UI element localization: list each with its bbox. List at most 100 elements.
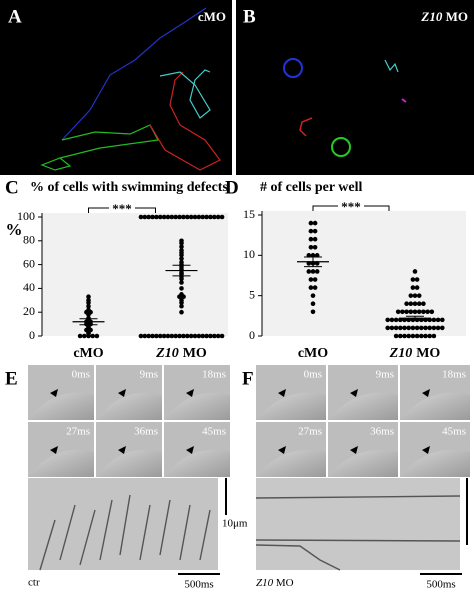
suffix: MO bbox=[446, 9, 468, 24]
arrowhead bbox=[186, 446, 194, 454]
data-dot bbox=[312, 277, 318, 282]
data-dot bbox=[188, 333, 194, 339]
data-dot bbox=[86, 303, 91, 309]
y-tick-label: 40 bbox=[23, 280, 35, 294]
data-dot bbox=[184, 214, 190, 220]
data-dot bbox=[179, 252, 184, 258]
y-tick-label: 15 bbox=[243, 207, 255, 221]
panel-label: Z10 MO bbox=[420, 9, 468, 24]
data-dot bbox=[150, 214, 155, 220]
data-dot bbox=[157, 333, 163, 339]
timestamp: 0ms bbox=[304, 369, 322, 381]
gene: Z10 bbox=[420, 9, 442, 24]
x-tick-label: Z10 MO bbox=[389, 346, 441, 361]
data-dot bbox=[177, 333, 182, 339]
data-dot bbox=[389, 325, 395, 331]
timestamp: 18ms bbox=[442, 369, 466, 381]
data-dot bbox=[427, 333, 433, 339]
data-dot bbox=[431, 317, 437, 323]
data-dot bbox=[389, 317, 395, 323]
data-dot bbox=[146, 333, 151, 339]
data-dot bbox=[412, 293, 418, 298]
timestamp: 45ms bbox=[442, 426, 466, 438]
arrowhead bbox=[350, 389, 358, 397]
data-dot bbox=[404, 301, 409, 307]
data-dot bbox=[404, 309, 409, 315]
timestamp: 18ms bbox=[202, 369, 226, 381]
data-dot bbox=[402, 325, 407, 331]
data-dot bbox=[138, 333, 144, 339]
cell bbox=[256, 392, 326, 420]
data-dot bbox=[142, 214, 148, 220]
data-dot bbox=[427, 325, 433, 331]
data-dot bbox=[179, 286, 184, 291]
frames: 0ms 9ms 18ms 27ms 36ms 45ms bbox=[256, 365, 470, 477]
cell bbox=[328, 392, 398, 420]
data-dot bbox=[406, 325, 412, 331]
track bbox=[149, 71, 221, 171]
data-dot bbox=[204, 214, 209, 220]
data-dot bbox=[165, 214, 171, 220]
data-dot bbox=[306, 269, 312, 274]
data-dot bbox=[179, 256, 184, 261]
y-tick-label: 0 bbox=[249, 328, 255, 342]
data-dot bbox=[157, 214, 163, 220]
gene: Z10 bbox=[256, 577, 274, 589]
data-dot bbox=[173, 333, 179, 339]
cell bbox=[96, 449, 162, 477]
data-dot bbox=[414, 277, 420, 282]
x-tick-label: cMO bbox=[298, 346, 328, 361]
data-dot bbox=[312, 236, 318, 242]
y-tick-label: 60 bbox=[23, 256, 35, 270]
data-dot bbox=[142, 333, 148, 339]
scale-label: 10μm bbox=[222, 518, 248, 530]
data-dot bbox=[82, 333, 87, 339]
bracket bbox=[88, 207, 156, 213]
data-dot bbox=[215, 214, 221, 220]
scale-label: 500ms bbox=[184, 579, 213, 591]
data-dot bbox=[192, 333, 198, 339]
data-dot bbox=[393, 333, 399, 339]
data-dot bbox=[196, 333, 202, 339]
plot-area bbox=[262, 211, 466, 336]
condition: ctr bbox=[28, 577, 40, 589]
cell bbox=[400, 392, 470, 420]
kymo-streak bbox=[255, 495, 461, 571]
data-dot bbox=[419, 325, 424, 331]
data-dot bbox=[200, 333, 206, 339]
data-dot bbox=[310, 269, 316, 274]
data-dot bbox=[179, 309, 184, 315]
y-tick-label: 5 bbox=[249, 287, 255, 301]
data-dot bbox=[154, 214, 159, 220]
data-dot bbox=[179, 280, 184, 285]
cell bbox=[28, 392, 94, 420]
cell bbox=[164, 392, 230, 420]
arrowhead bbox=[278, 389, 286, 397]
y-tick-label: 10 bbox=[243, 247, 255, 261]
data-dot bbox=[385, 325, 391, 331]
category: MO bbox=[183, 346, 207, 361]
cell bbox=[96, 392, 162, 420]
data-dot bbox=[86, 294, 91, 300]
data-dot bbox=[208, 333, 213, 339]
data-dot bbox=[188, 214, 194, 220]
data-dot bbox=[423, 333, 428, 339]
data-dot bbox=[310, 301, 316, 307]
data-dot bbox=[408, 301, 414, 307]
data-dot bbox=[181, 214, 186, 220]
data-dot bbox=[94, 333, 100, 339]
data-dot bbox=[308, 236, 314, 242]
data-dot bbox=[208, 214, 213, 220]
data-dot bbox=[395, 309, 401, 315]
arrowhead bbox=[50, 446, 58, 454]
panel-letter: F bbox=[242, 368, 254, 389]
data-dot bbox=[312, 244, 318, 250]
data-dot bbox=[314, 269, 320, 274]
data-dot bbox=[402, 333, 407, 339]
data-dot bbox=[416, 301, 422, 307]
data-dot bbox=[385, 317, 391, 323]
data-dot bbox=[408, 309, 414, 315]
data-dot bbox=[435, 317, 441, 323]
data-dot bbox=[165, 333, 171, 339]
data-dot bbox=[308, 244, 314, 250]
